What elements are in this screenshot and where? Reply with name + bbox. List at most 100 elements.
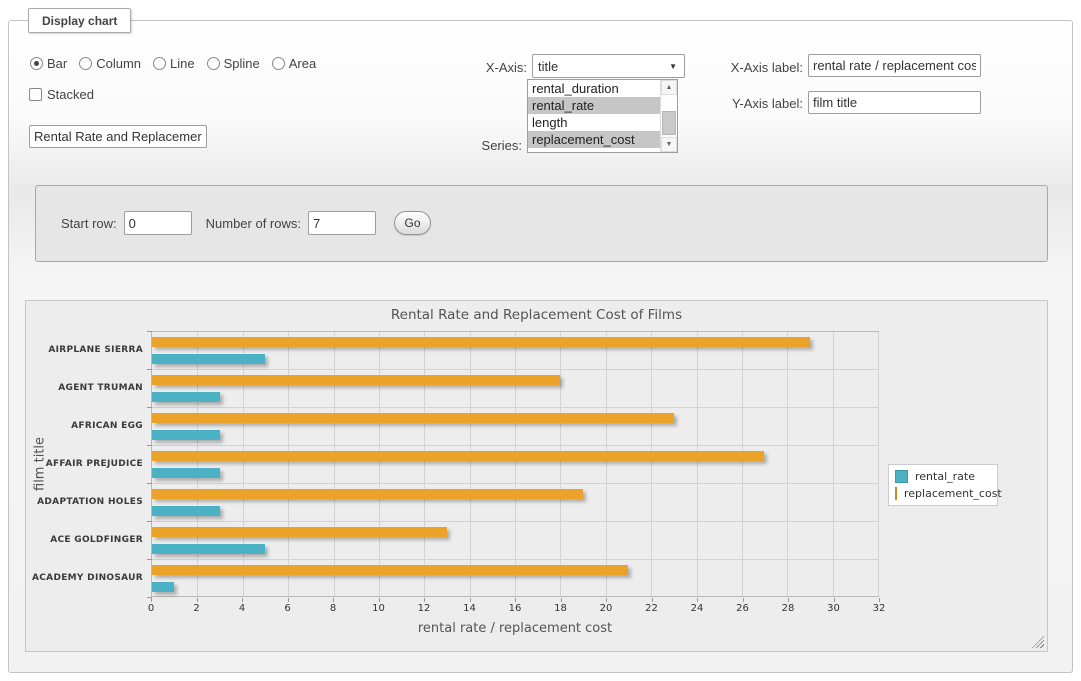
x-tick-mark [788,598,789,602]
category-label: AFFAIR PREJUDICE [26,445,143,483]
scroll-down-icon[interactable]: ▼ [661,137,677,152]
x-tick-mark [743,598,744,602]
radio-column[interactable]: Column [79,56,141,71]
bar-rental_rate [152,430,220,440]
gridline [878,332,879,596]
x-axis-select-label: X-Axis: [455,60,527,75]
start-row-label: Start row: [61,216,117,231]
x-tick-label: 2 [193,603,199,614]
x-tick-label: 0 [148,603,154,614]
radio-line-icon[interactable] [153,57,166,70]
x-tick-label: 24 [691,603,704,614]
bar-replacement_cost [152,337,810,347]
x-tick-label: 22 [645,603,658,614]
y-tick-mark [147,445,152,446]
y-axis-label-field-label: Y-Axis label: [725,96,803,111]
bar-replacement_cost [152,375,560,385]
chart-band [152,560,878,598]
chart-category-labels: AIRPLANE SIERRAAGENT TRUMANAFRICAN EGGAF… [26,331,143,597]
x-tick-mark [652,598,653,602]
radio-column-icon[interactable] [79,57,92,70]
radio-spline-icon[interactable] [207,57,220,70]
fieldset-legend: Display chart [28,8,131,33]
series-option-length[interactable]: length [528,114,660,131]
category-label: ADAPTATION HOLES [26,483,143,521]
radio-spline[interactable]: Spline [207,56,260,71]
chart-x-axis-ticks: 02468101214161820222426283032 [151,603,879,617]
stacked-checkbox[interactable] [29,88,42,101]
legend-label: rental_rate [915,470,975,483]
x-tick-mark [424,598,425,602]
bar-rental_rate [152,544,265,554]
x-tick-label: 18 [554,603,567,614]
bar-rental_rate [152,392,220,402]
x-tick-mark [470,598,471,602]
x-tick-mark [333,598,334,602]
resize-handle-icon[interactable] [1032,636,1044,648]
x-tick-label: 8 [330,603,336,614]
chart-x-axis-label: rental rate / replacement cost [151,621,879,636]
x-axis-label-input[interactable] [808,54,981,77]
y-tick-mark [147,483,152,484]
radio-bar[interactable]: Bar [30,56,67,71]
x-axis-select[interactable]: title ▼ [532,54,685,78]
x-tick-mark [834,598,835,602]
series-listbox: rental_duration rental_rate length repla… [527,79,678,153]
x-tick-mark [561,598,562,602]
bar-replacement_cost [152,489,583,499]
x-tick-label: 14 [463,603,476,614]
chart-band [152,370,878,408]
category-label: ACADEMY DINOSAUR [26,559,143,597]
chart-band [152,408,878,446]
chart-title-input[interactable] [29,125,207,148]
x-tick-mark [606,598,607,602]
y-tick-mark [147,597,152,598]
bar-rental_rate [152,468,220,478]
radio-column-label: Column [96,56,141,71]
radio-spline-label: Spline [224,56,260,71]
y-axis-label-input[interactable] [808,91,981,114]
scroll-up-icon[interactable]: ▲ [661,80,677,95]
scrollbar-thumb[interactable] [662,111,676,135]
series-option-replacement-cost[interactable]: replacement_cost [528,131,660,148]
chart-plot-area [151,331,879,597]
x-tick-mark [515,598,516,602]
category-label: ACE GOLDFINGER [26,521,143,559]
rows-panel: Start row: Number of rows: Go [35,185,1048,262]
chart-title: Rental Rate and Replacement Cost of Film… [26,307,1047,323]
radio-area-icon[interactable] [272,57,285,70]
legend-swatch-rental_rate [895,470,908,483]
y-tick-mark [147,559,152,560]
start-row-input[interactable] [124,211,192,235]
stacked-label: Stacked [47,87,94,102]
radio-area[interactable]: Area [272,56,316,71]
chart-legend: rental_ratereplacement_cost [888,464,998,506]
x-tick-mark [288,598,289,602]
x-tick-label: 28 [782,603,795,614]
chart-band [152,522,878,560]
number-of-rows-input[interactable] [308,211,376,235]
stacked-option[interactable]: Stacked [29,87,94,102]
radio-bar-icon[interactable] [30,57,43,70]
x-axis-label-field-label: X-Axis label: [725,60,803,75]
y-tick-mark [147,331,152,332]
rows-form: Start row: Number of rows: Go [61,211,431,235]
x-tick-label: 4 [239,603,245,614]
bar-rental_rate [152,506,220,516]
listbox-scrollbar[interactable]: ▲ ▼ [660,80,677,152]
bar-rental_rate [152,582,174,592]
radio-line[interactable]: Line [153,56,195,71]
bar-replacement_cost [152,451,764,461]
x-tick-label: 30 [827,603,840,614]
legend-swatch-replacement_cost [895,487,897,500]
scrollbar-track[interactable] [661,95,677,137]
x-tick-mark [697,598,698,602]
y-tick-mark [147,369,152,370]
go-button[interactable]: Go [394,211,431,235]
bar-replacement_cost [152,565,628,575]
series-option-rental-duration[interactable]: rental_duration [528,80,660,97]
number-of-rows-label: Number of rows: [206,216,301,231]
series-option-rental-rate[interactable]: rental_rate [528,97,660,114]
x-tick-label: 20 [600,603,613,614]
radio-bar-label: Bar [47,56,67,71]
